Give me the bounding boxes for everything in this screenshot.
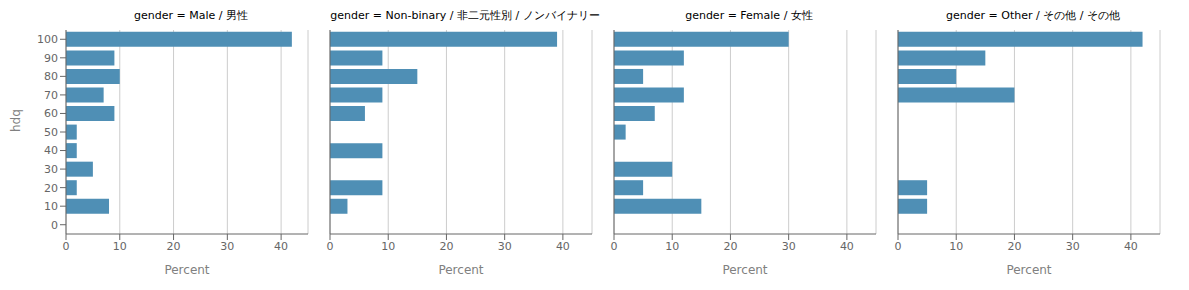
svg-text:10: 10 [665,240,679,253]
svg-text:40: 40 [556,240,570,253]
svg-text:10: 10 [381,240,395,253]
html-text:gender = Non-binary / 非二元性別 /: gender = Non-binary / 非二元性別 / ノンバイナリー [330,9,600,22]
svg-text:0: 0 [63,240,70,253]
svg-text:Percent: Percent [722,263,767,277]
svg-text:30: 30 [44,163,58,176]
svg-text:0: 0 [895,240,902,253]
svg-text:40: 40 [44,144,58,157]
svg-text:30: 30 [498,240,512,253]
svg-text:hdq: hdq [9,109,23,132]
svg-text:20: 20 [1007,240,1021,253]
svg-text:60: 60 [44,107,58,120]
svg-text:Percent: Percent [164,263,209,277]
svg-text:0: 0 [611,240,618,253]
svg-text:10: 10 [949,240,963,253]
svg-text:20: 20 [167,240,181,253]
html-text:gender = Male / 男性: gender = Male / 男性 [134,9,248,22]
svg-text:30: 30 [1066,240,1080,253]
svg-text:Percent: Percent [1006,263,1051,277]
svg-text:Percent: Percent [438,263,483,277]
svg-text:40: 40 [1124,240,1138,253]
svg-text:30: 30 [782,240,796,253]
svg-text:0: 0 [327,240,334,253]
svg-text:20: 20 [723,240,737,253]
svg-text:50: 50 [44,126,58,139]
svg-text:0: 0 [51,219,58,232]
svg-text:100: 100 [37,33,58,46]
svg-text:40: 40 [840,240,854,253]
html-text:gender = Other / その他 / その他: gender = Other / その他 / その他 [946,9,1120,22]
svg-text:10: 10 [44,200,58,213]
svg-text:70: 70 [44,89,58,102]
svg-text:30: 30 [220,240,234,253]
svg-text:20: 20 [439,240,453,253]
svg-text:90: 90 [44,52,58,65]
svg-text:80: 80 [44,70,58,83]
svg-text:40: 40 [274,240,288,253]
svg-text:10: 10 [113,240,127,253]
html-text:gender = Female / 女性: gender = Female / 女性 [685,9,813,22]
svg-text:20: 20 [44,182,58,195]
